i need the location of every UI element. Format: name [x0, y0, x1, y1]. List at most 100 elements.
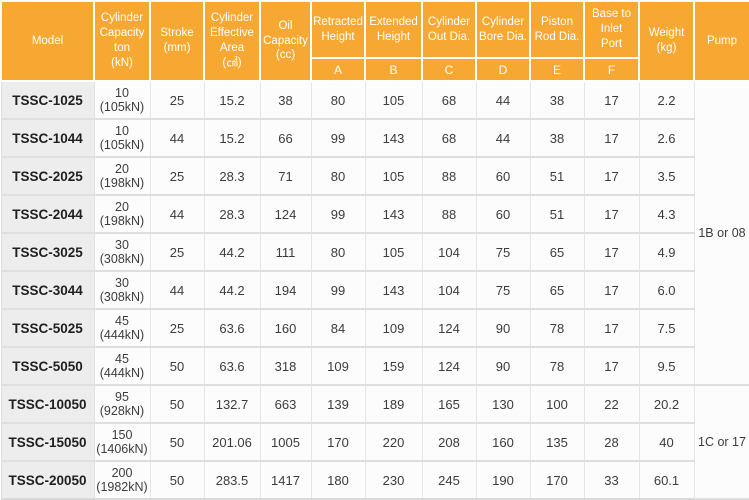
bore-dia-cell: 44 [475, 80, 531, 120]
header-area-line: Effective [210, 27, 254, 40]
bore-dia-cell: 90 [475, 308, 531, 348]
header-weight: Weight (kg) [638, 0, 695, 82]
stroke-cell: 50 [149, 384, 205, 424]
table-row: TSSC-20050 200 (1982kN) 50 283.5 1417 180 230 24… [0, 460, 749, 500]
stroke-cell: 50 [149, 346, 205, 386]
effective-area-cell: 44.2 [203, 270, 261, 310]
bore-dia-cell: 130 [475, 384, 531, 424]
capacity-kn: (928kN) [99, 404, 145, 418]
oil-capacity-cell: 66 [259, 118, 312, 158]
capacity-ton: 10 [115, 123, 129, 138]
header-b: Extended Height [364, 0, 423, 59]
capacity-cell: 150 (1406kN) [93, 422, 151, 462]
header-stroke: Stroke (mm) [149, 0, 205, 82]
oil-capacity-cell: 124 [259, 194, 312, 234]
capacity-kn: (444kN) [99, 366, 145, 380]
weight-cell: 9.5 [638, 346, 695, 386]
spec-table-header: Model Cylinder Capacity ton (kN) Stroke (mm) Cy… [0, 0, 749, 82]
stroke-cell: 25 [149, 308, 205, 348]
inlet-port-cell: 17 [583, 308, 640, 348]
header-a-line: Retracted [313, 15, 363, 28]
capacity-ton: 30 [115, 237, 129, 252]
inlet-port-cell: 17 [583, 156, 640, 196]
height-a-cell: 99 [310, 118, 366, 158]
inlet-port-cell: 17 [583, 270, 640, 310]
header-f-line: Port [600, 37, 623, 50]
capacity-ton: 45 [115, 351, 129, 366]
weight-cell: 40 [638, 422, 695, 462]
rod-dia-cell: 51 [529, 156, 585, 196]
header-area-line: Cylinder [210, 12, 254, 25]
capacity-cell: 30 (308kN) [93, 232, 151, 272]
height-b-cell: 143 [364, 194, 423, 234]
bore-dia-cell: 90 [475, 346, 531, 386]
oil-capacity-cell: 194 [259, 270, 312, 310]
height-a-cell: 139 [310, 384, 366, 424]
table-row: TSSC-2044 20 (198kN) 44 28.3 124 99 143 88 60 51 17… [0, 194, 749, 234]
stroke-cell: 25 [149, 80, 205, 120]
oil-capacity-cell: 663 [259, 384, 312, 424]
model-cell: TSSC-15050 [0, 422, 95, 462]
header-weight-line: Weight [648, 27, 685, 40]
header-capacity-line: ton [114, 42, 130, 54]
capacity-kn: (444kN) [99, 328, 145, 342]
header-capacity: Cylinder Capacity ton (kN) [93, 0, 151, 82]
capacity-ton: 30 [115, 275, 129, 290]
model-cell: TSSC-20050 [0, 460, 95, 500]
capacity-cell: 200 (1982kN) [93, 460, 151, 500]
height-b-cell: 105 [364, 232, 423, 272]
header-oil: Oil Capacity (cc) [259, 0, 312, 82]
rod-dia-cell: 78 [529, 346, 585, 386]
header-e-line: Rod Dia. [534, 30, 580, 43]
out-dia-cell: 88 [421, 194, 477, 234]
capacity-ton: 10 [115, 85, 129, 100]
model-cell: TSSC-3044 [0, 270, 95, 310]
model-cell: TSSC-2025 [0, 156, 95, 196]
stroke-cell: 25 [149, 232, 205, 272]
header-letter-c: C [421, 57, 477, 82]
header-f: Base to Inlet Port [583, 0, 640, 59]
stroke-cell: 44 [149, 118, 205, 158]
height-a-cell: 170 [310, 422, 366, 462]
out-dia-cell: 104 [421, 232, 477, 272]
bore-dia-cell: 190 [475, 460, 531, 500]
rod-dia-cell: 170 [529, 460, 585, 500]
height-a-cell: 80 [310, 232, 366, 272]
capacity-ton: 95 [115, 389, 129, 404]
capacity-kn: (1406kN) [96, 442, 148, 456]
capacity-kn: (198kN) [99, 176, 145, 190]
header-pump-line: Pump [706, 34, 738, 47]
out-dia-cell: 245 [421, 460, 477, 500]
effective-area-cell: 15.2 [203, 118, 261, 158]
table-row: TSSC-3044 30 (308kN) 44 44.2 194 99 143 104 75 65 1… [0, 270, 749, 310]
weight-cell: 3.5 [638, 156, 695, 196]
header-f-line: Inlet [600, 23, 623, 36]
inlet-port-cell: 17 [583, 346, 640, 386]
table-row: TSSC-2025 20 (198kN) 25 28.3 71 80 105 88 60 51 17 3… [0, 156, 749, 196]
table-row: TSSC-5050 45 (444kN) 50 63.6 318 109 159 124 90 78… [0, 346, 749, 386]
capacity-ton: 20 [115, 161, 129, 176]
capacity-kn: (1982kN) [96, 480, 148, 494]
effective-area-cell: 15.2 [203, 80, 261, 120]
table-row: TSSC-15050 150 (1406kN) 50 201.06 1005 170 220 2… [0, 422, 749, 462]
header-c-line: Out Dia. [427, 30, 471, 43]
effective-area-cell: 63.6 [203, 308, 261, 348]
rod-dia-cell: 65 [529, 232, 585, 272]
header-e-line: Piston [541, 15, 573, 28]
header-oil-line: (cc) [275, 49, 296, 62]
rod-dia-cell: 51 [529, 194, 585, 234]
out-dia-cell: 104 [421, 270, 477, 310]
header-c-line: Cylinder [427, 15, 471, 28]
oil-capacity-cell: 1417 [259, 460, 312, 500]
bore-dia-cell: 75 [475, 232, 531, 272]
inlet-port-cell: 17 [583, 80, 640, 120]
bore-dia-cell: 44 [475, 118, 531, 158]
height-b-cell: 109 [364, 308, 423, 348]
capacity-ton: 20 [115, 199, 129, 214]
height-a-cell: 99 [310, 270, 366, 310]
height-a-cell: 80 [310, 156, 366, 196]
weight-cell: 6.0 [638, 270, 695, 310]
